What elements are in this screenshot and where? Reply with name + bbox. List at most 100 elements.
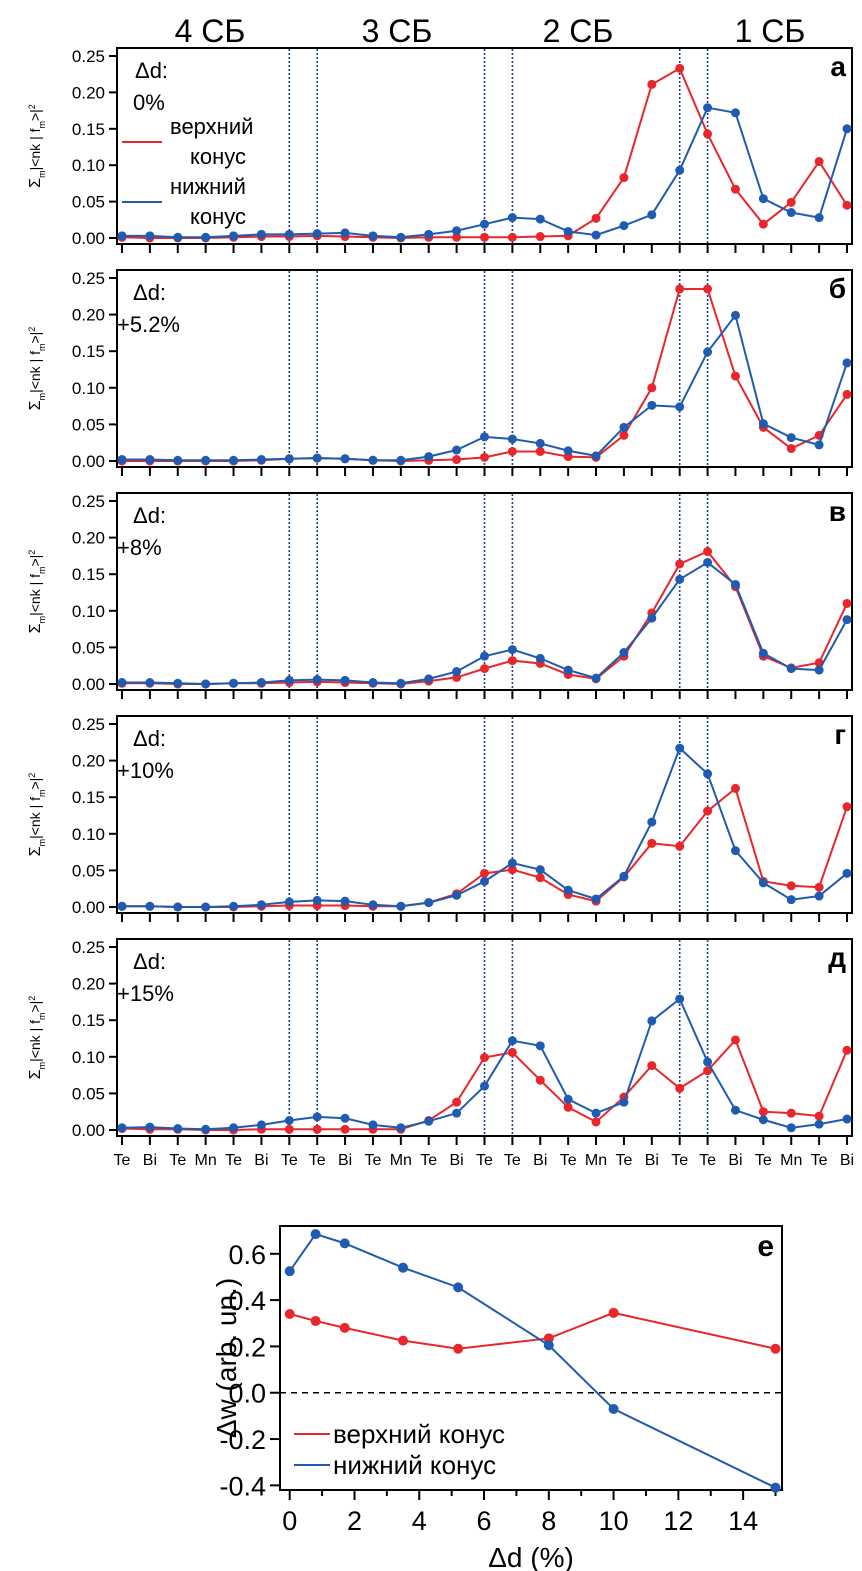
y-axis-label-part: m	[37, 1062, 47, 1070]
data-point-upper	[842, 802, 852, 812]
data-point-lower	[842, 124, 852, 134]
data-point-lower	[424, 898, 434, 908]
data-point-lower	[340, 454, 350, 464]
data-point-lower	[535, 214, 545, 224]
delta-value: +15%	[117, 981, 174, 1006]
data-point-upper	[398, 1335, 409, 1346]
data-point-lower	[647, 1016, 657, 1026]
data-point-lower	[608, 1403, 619, 1414]
data-point-upper	[842, 200, 852, 210]
data-point-lower	[842, 868, 852, 878]
atom-label: Te	[169, 1152, 186, 1169]
data-point-lower	[398, 1262, 409, 1273]
y-axis-label-part: m	[37, 344, 47, 352]
atom-label: Mn	[390, 1152, 412, 1169]
data-point-lower	[675, 743, 685, 753]
data-point-lower	[312, 453, 322, 463]
panel-letter: а	[830, 51, 846, 82]
x-axis-label: Δd (%)	[488, 1542, 574, 1571]
data-point-lower	[368, 900, 378, 910]
data-point-lower	[758, 419, 768, 429]
data-point-lower	[703, 103, 713, 113]
y-tick-label: 0.10	[72, 825, 105, 844]
block-headers: 4 СБ 3 СБ 2 СБ 1 СБ	[175, 13, 806, 49]
header-label-1sb: 1 СБ	[735, 13, 806, 49]
data-point-lower	[619, 648, 629, 658]
data-point-lower	[758, 1115, 768, 1125]
data-point-lower	[117, 678, 127, 688]
legend-label-lower: нижний конус	[333, 1450, 496, 1480]
atom-label: Bi	[533, 1152, 547, 1169]
data-point-lower	[201, 902, 211, 912]
legend-label-lower-line2: конус	[190, 204, 246, 229]
atom-label: Mn	[585, 1152, 607, 1169]
y-tick-label: 0.10	[72, 1048, 105, 1067]
y-axis-label-part: Σ	[27, 1069, 44, 1079]
data-point-lower	[563, 446, 573, 456]
y-axis-label: Σm|<nk | fm>|2	[27, 996, 47, 1080]
data-point-lower	[284, 675, 294, 685]
data-point-upper	[786, 1108, 796, 1118]
x-tick-label: 2	[347, 1506, 362, 1536]
data-point-lower	[591, 1108, 601, 1118]
atom-label: Te	[114, 1152, 131, 1169]
y-axis-label-part: |<nk | f	[27, 797, 43, 839]
data-point-upper	[507, 446, 517, 456]
atom-label: Te	[365, 1152, 382, 1169]
data-point-lower	[647, 400, 657, 410]
y-axis-label-part: |<nk | f	[27, 574, 43, 616]
data-point-upper	[591, 213, 601, 223]
y-tick-label: 0.20	[72, 83, 105, 102]
atom-label: Te	[504, 1152, 521, 1169]
data-point-upper	[619, 430, 629, 440]
data-point-upper	[507, 1047, 517, 1057]
data-point-lower	[453, 1282, 464, 1293]
data-point-lower	[229, 1123, 239, 1133]
data-point-lower	[543, 1340, 554, 1351]
atom-label: Te	[225, 1152, 242, 1169]
data-point-upper	[339, 1322, 350, 1333]
data-point-upper	[647, 838, 657, 848]
y-axis-label: Σm|<nk | fm>|2	[27, 104, 47, 188]
y-axis-label-part: Σ	[27, 846, 44, 856]
data-point-lower	[310, 1229, 321, 1240]
data-point-lower	[535, 653, 545, 663]
y-axis-label: Σm|<nk | fm>|2	[27, 550, 47, 634]
data-point-upper	[480, 868, 489, 878]
data-point-upper	[758, 219, 768, 229]
data-point-lower	[340, 896, 350, 906]
y-tick-label: 0.15	[72, 120, 105, 139]
data-point-lower	[229, 678, 239, 688]
data-point-lower	[730, 579, 740, 589]
data-point-upper	[814, 157, 824, 167]
data-point-lower	[507, 1036, 517, 1046]
data-point-upper	[284, 1309, 295, 1319]
y-axis-label-part: Σ	[27, 623, 44, 633]
data-point-lower	[201, 679, 211, 689]
data-point-lower	[145, 678, 155, 688]
data-point-lower	[480, 651, 489, 661]
data-point-lower	[786, 895, 796, 905]
data-point-upper	[480, 664, 489, 674]
data-point-upper	[480, 1053, 489, 1063]
data-point-lower	[758, 194, 768, 204]
atom-labels: Te Bi Te Mn Te Bi Te Te Bi Te Mn Te Bi Te Te Bi Te Mn Te Bi…	[114, 1152, 855, 1169]
data-point-lower	[368, 678, 378, 688]
atom-label: Mn	[195, 1152, 217, 1169]
y-tick-label: 0.05	[72, 861, 105, 880]
y-axis-label-part: Σ	[27, 178, 44, 188]
atom-label: Te	[671, 1152, 688, 1169]
data-point-lower	[758, 648, 768, 658]
data-point-lower	[535, 1041, 545, 1051]
y-axis-label-part: |<nk | f	[27, 351, 43, 393]
y-axis-label-part: m	[37, 121, 47, 129]
y-tick-label: 0.20	[72, 752, 105, 771]
data-point-lower	[312, 675, 322, 685]
y-axis-label-part: 2	[27, 550, 37, 555]
data-point-lower	[256, 229, 266, 239]
data-point-upper	[814, 882, 824, 892]
data-point-lower	[842, 1114, 852, 1124]
data-point-upper	[675, 63, 685, 73]
y-tick-label: 0.00	[72, 898, 105, 917]
data-point-upper	[703, 806, 713, 816]
